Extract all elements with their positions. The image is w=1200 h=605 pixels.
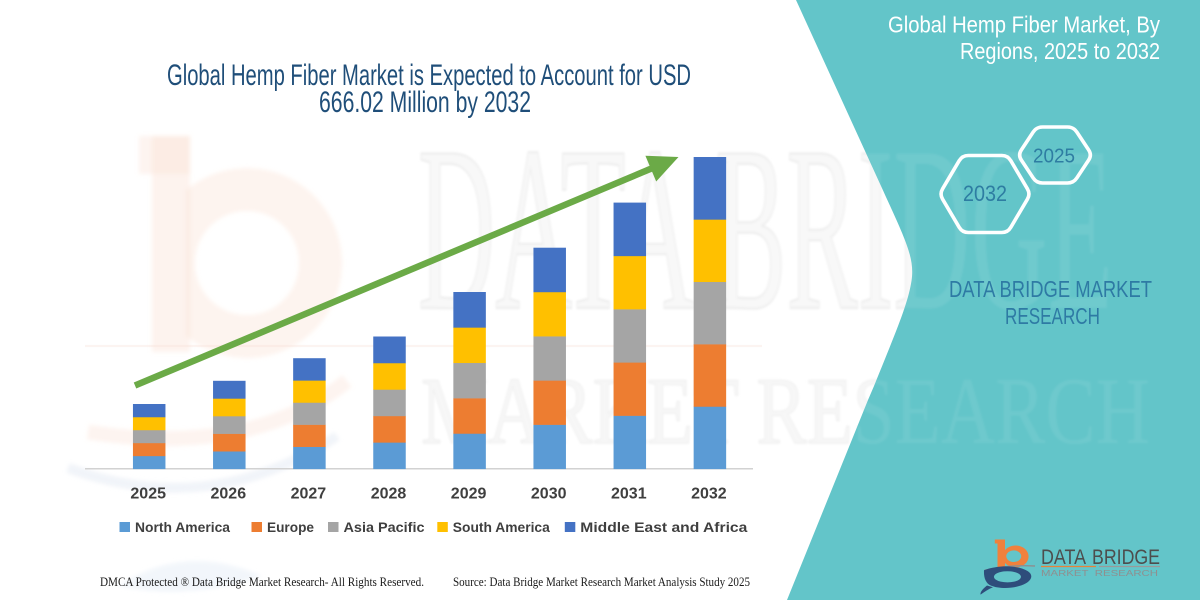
svg-text:RESEARCH: RESEARCH (1005, 303, 1100, 329)
svg-text:Global Hemp Fiber Market, By: Global Hemp Fiber Market, By (888, 11, 1160, 37)
svg-text:DMCA Protected ® Data Bridge M: DMCA Protected ® Data Bridge Market Rese… (100, 575, 424, 589)
svg-text:2027: 2027 (291, 486, 327, 503)
svg-text:South America: South America (453, 519, 550, 535)
svg-text:2025: 2025 (130, 486, 166, 503)
svg-text:Regions, 2025 to 2032: Regions, 2025 to 2032 (960, 38, 1160, 64)
svg-text:2026: 2026 (211, 486, 247, 503)
svg-text:2030: 2030 (531, 486, 567, 503)
svg-text:Middle East and Africa: Middle East and Africa (580, 519, 747, 535)
svg-text:Global Hemp Fiber Market is Ex: Global Hemp Fiber Market is Expected to … (167, 59, 691, 92)
svg-text:Asia Pacific: Asia Pacific (344, 519, 425, 535)
svg-text:DATA BRIDGE MARKET: DATA BRIDGE MARKET (949, 276, 1152, 302)
svg-text:2029: 2029 (451, 486, 487, 503)
svg-text:2025: 2025 (1033, 145, 1075, 168)
svg-text:2032: 2032 (691, 486, 727, 503)
svg-text:Source: Data Bridge Market Res: Source: Data Bridge Market Research Mark… (453, 575, 750, 589)
svg-text:MARKET RESEARCH: MARKET RESEARCH (1041, 568, 1158, 578)
svg-text:2032: 2032 (963, 181, 1007, 206)
svg-text:DATA: DATA (1041, 546, 1086, 569)
svg-text:2031: 2031 (611, 486, 647, 503)
svg-text:666.02 Million by 2032: 666.02 Million by 2032 (319, 86, 531, 119)
svg-text:Europe: Europe (267, 519, 314, 535)
svg-text:BRIDGE: BRIDGE (1092, 546, 1160, 569)
svg-text:2028: 2028 (371, 486, 407, 503)
svg-text:North America: North America (135, 519, 230, 535)
